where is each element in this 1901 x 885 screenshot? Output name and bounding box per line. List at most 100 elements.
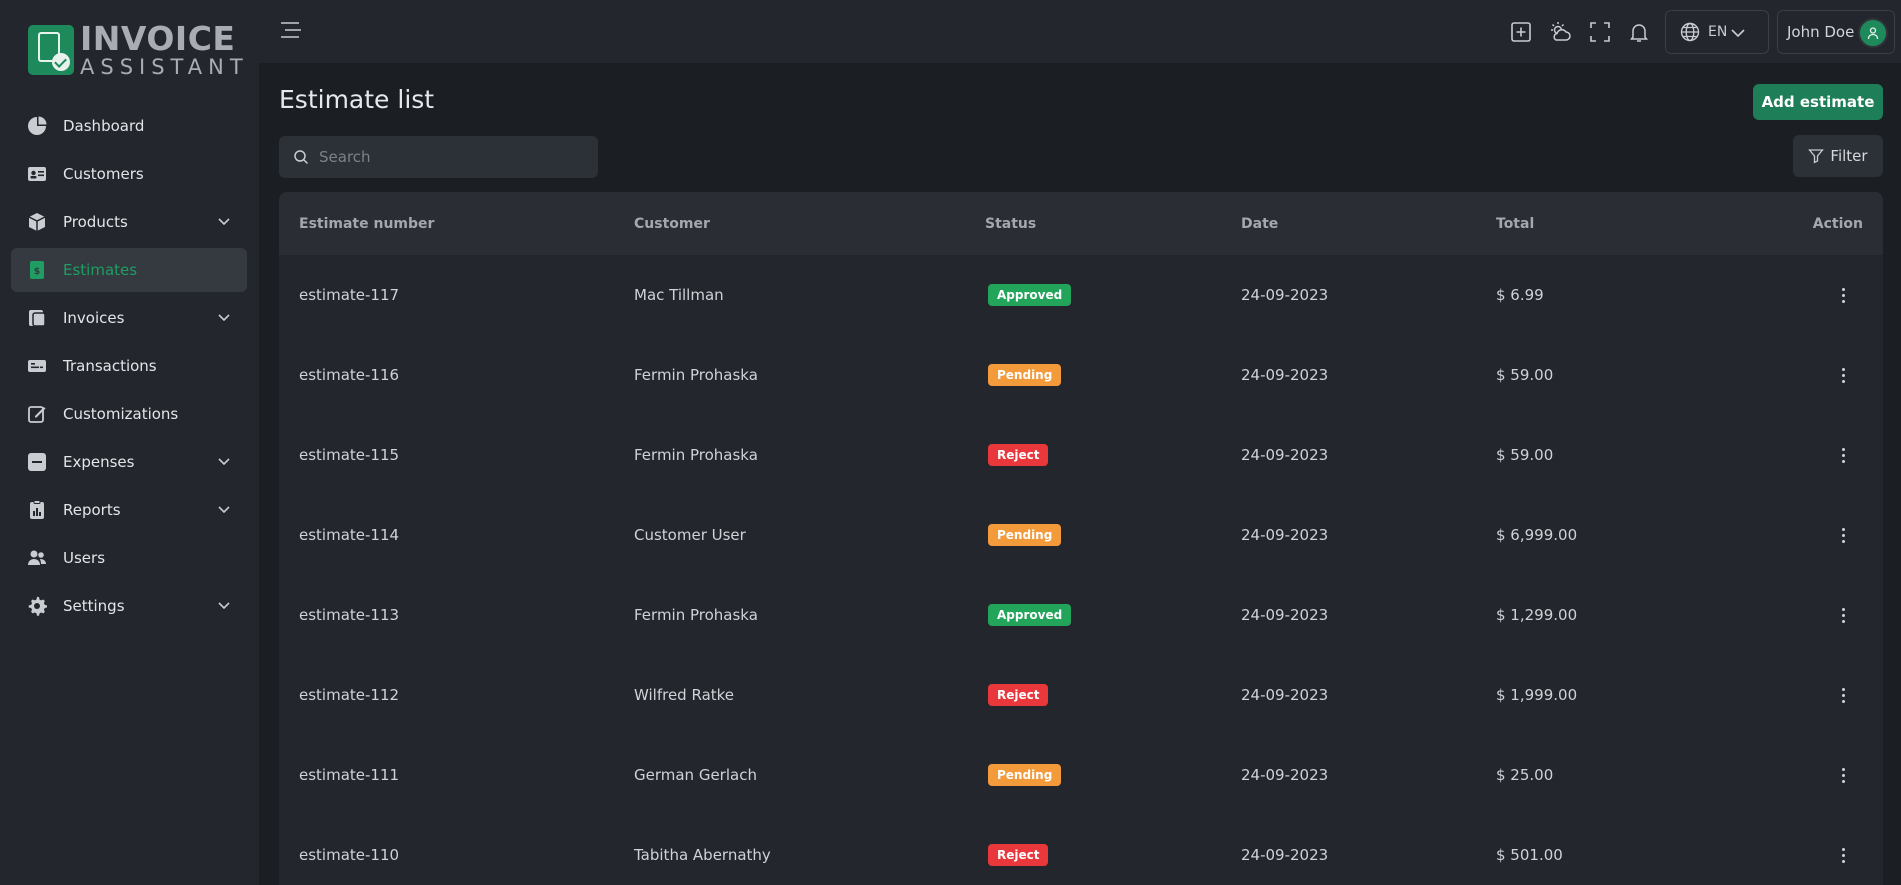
sidebar-item-customers[interactable]: Customers: [11, 152, 247, 196]
estimate-number[interactable]: estimate-115: [299, 446, 400, 464]
sidebar-item-label: Invoices: [63, 309, 125, 327]
estimate-total: $ 501.00: [1496, 846, 1563, 864]
status-badge: Pending: [988, 524, 1062, 546]
sidebar-item-users[interactable]: Users: [11, 536, 247, 580]
estimate-number[interactable]: estimate-113: [299, 606, 400, 624]
sidebar-item-products[interactable]: Products: [11, 200, 247, 244]
estimate-number[interactable]: estimate-117: [299, 286, 400, 304]
more-actions-icon[interactable]: [1833, 765, 1853, 785]
fullscreen-icon[interactable]: [1588, 20, 1612, 44]
sidebar: INVOICE ASSISTANT Dashboard Customers Pr…: [0, 0, 259, 885]
avatar: [1858, 18, 1888, 48]
add-square-icon[interactable]: [1509, 20, 1533, 44]
estimate-number[interactable]: estimate-114: [299, 526, 400, 544]
sidebar-item-settings[interactable]: Settings: [11, 584, 247, 628]
estimate-total: $ 59.00: [1496, 366, 1554, 384]
estimate-number[interactable]: estimate-111: [299, 766, 400, 784]
sidebar-item-label: Reports: [63, 501, 121, 519]
sidebar-item-reports[interactable]: Reports: [11, 488, 247, 532]
column-header-action: Action: [1812, 215, 1863, 232]
table-body: estimate-117 Mac Tillman Approved 24-09-…: [279, 255, 1883, 885]
estimate-date: 24-09-2023: [1241, 606, 1329, 624]
table-row[interactable]: estimate-112 Wilfred Ratke Reject 24-09-…: [279, 655, 1883, 735]
more-actions-icon[interactable]: [1833, 525, 1853, 545]
box-icon: [27, 212, 47, 232]
estimate-date: 24-09-2023: [1241, 286, 1329, 304]
filter-icon: [1808, 149, 1825, 164]
sidebar-item-label: Dashboard: [63, 117, 145, 135]
pie-chart-icon: [27, 116, 47, 136]
sidebar-item-customizations[interactable]: Customizations: [11, 392, 247, 436]
estimate-total: $ 6,999.00: [1496, 526, 1578, 544]
more-actions-icon[interactable]: [1833, 445, 1853, 465]
column-header-estimate-number[interactable]: Estimate number: [299, 215, 435, 232]
status-badge: Reject: [988, 844, 1049, 866]
search-box[interactable]: [279, 136, 598, 178]
brand-line-2: ASSISTANT: [80, 55, 249, 79]
id-card-icon: [27, 164, 47, 184]
table-row[interactable]: estimate-110 Tabitha Abernathy Reject 24…: [279, 815, 1883, 885]
sidebar-item-label: Expenses: [63, 453, 135, 471]
add-estimate-button[interactable]: Add estimate: [1753, 84, 1883, 120]
table-row[interactable]: estimate-116 Fermin Prohaska Pending 24-…: [279, 335, 1883, 415]
search-input[interactable]: [319, 148, 579, 166]
sidebar-item-dashboard[interactable]: Dashboard: [11, 104, 247, 148]
expenses-icon: [27, 452, 47, 472]
estimate-date: 24-09-2023: [1241, 366, 1329, 384]
sidebar-item-expenses[interactable]: Expenses: [11, 440, 247, 484]
estimate-total: $ 1,299.00: [1496, 606, 1578, 624]
more-actions-icon[interactable]: [1833, 285, 1853, 305]
estimate-icon: $: [27, 260, 47, 280]
customer-name: Mac Tillman: [634, 286, 724, 304]
report-icon: [27, 500, 47, 520]
customer-name: Fermin Prohaska: [634, 446, 758, 464]
language-label: EN: [1708, 24, 1728, 40]
table-row[interactable]: estimate-117 Mac Tillman Approved 24-09-…: [279, 255, 1883, 335]
user-icon: [1867, 27, 1879, 40]
column-header-customer[interactable]: Customer: [634, 215, 710, 232]
estimate-number[interactable]: estimate-116: [299, 366, 400, 384]
more-actions-icon[interactable]: [1833, 685, 1853, 705]
table-row[interactable]: estimate-111 German Gerlach Pending 24-0…: [279, 735, 1883, 815]
estimate-date: 24-09-2023: [1241, 446, 1329, 464]
sidebar-item-label: Customizations: [63, 405, 179, 423]
estimates-table: Estimate number Customer Status Date Tot…: [279, 192, 1883, 885]
theme-toggle-icon[interactable]: [1548, 20, 1572, 44]
page-title: Estimate list: [279, 85, 435, 114]
user-menu[interactable]: John Doe: [1777, 10, 1895, 54]
table-header: Estimate number Customer Status Date Tot…: [279, 192, 1883, 255]
globe-icon: [1680, 22, 1700, 42]
menu-toggle-icon[interactable]: [279, 20, 303, 40]
table-row[interactable]: estimate-115 Fermin Prohaska Reject 24-0…: [279, 415, 1883, 495]
sidebar-item-label: Users: [63, 549, 106, 567]
chevron-down-icon: [218, 602, 230, 610]
estimate-number[interactable]: estimate-112: [299, 686, 400, 704]
chevron-down-icon: [218, 506, 230, 514]
edit-icon: [27, 404, 47, 424]
status-badge: Reject: [988, 444, 1049, 466]
chevron-down-icon: [218, 218, 230, 226]
customer-name: Tabitha Abernathy: [634, 846, 771, 864]
language-selector[interactable]: EN: [1665, 10, 1769, 54]
table-row[interactable]: estimate-114 Customer User Pending 24-09…: [279, 495, 1883, 575]
status-badge: Pending: [988, 764, 1062, 786]
estimate-date: 24-09-2023: [1241, 766, 1329, 784]
estimate-total: $ 6.99: [1496, 286, 1544, 304]
app-logo[interactable]: INVOICE ASSISTANT: [28, 22, 249, 79]
status-badge: Pending: [988, 364, 1062, 386]
sidebar-item-estimates[interactable]: $ Estimates: [11, 248, 247, 292]
column-header-total[interactable]: Total: [1496, 215, 1535, 232]
column-header-date[interactable]: Date: [1241, 215, 1279, 232]
estimate-number[interactable]: estimate-110: [299, 846, 400, 864]
search-icon: [294, 150, 309, 165]
table-row[interactable]: estimate-113 Fermin Prohaska Approved 24…: [279, 575, 1883, 655]
bell-icon[interactable]: [1627, 20, 1651, 44]
customer-name: Fermin Prohaska: [634, 606, 758, 624]
more-actions-icon[interactable]: [1833, 845, 1853, 865]
more-actions-icon[interactable]: [1833, 605, 1853, 625]
filter-button[interactable]: Filter: [1793, 135, 1883, 177]
sidebar-item-transactions[interactable]: Transactions: [11, 344, 247, 388]
column-header-status[interactable]: Status: [985, 215, 1037, 232]
more-actions-icon[interactable]: [1833, 365, 1853, 385]
sidebar-item-invoices[interactable]: Invoices: [11, 296, 247, 340]
